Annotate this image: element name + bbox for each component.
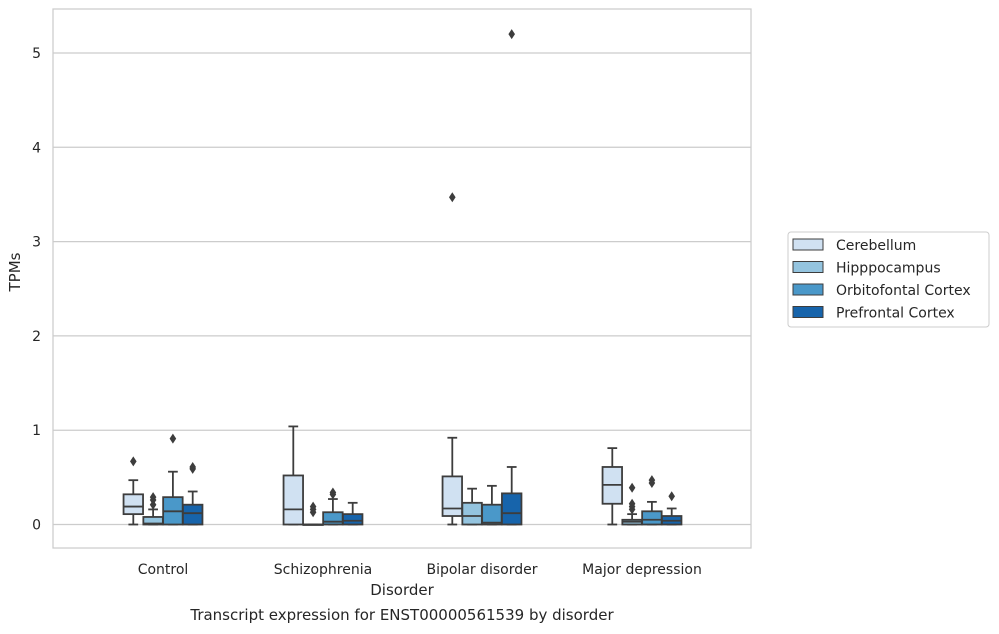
outlier-point: [130, 456, 137, 467]
x-tick-label: Control: [138, 562, 189, 578]
plot-area-frame: [52, 8, 752, 549]
legend-frame: [787, 231, 990, 328]
outlier-point: [169, 433, 177, 444]
box-group: [461, 487, 483, 526]
outlier-point: [628, 482, 636, 493]
outlier-point: [668, 491, 675, 502]
outlier-point: [648, 475, 656, 486]
legend-item: Prefrontal Cortex: [792, 306, 955, 322]
box-plots: [122, 29, 683, 526]
legend-swatch: [792, 306, 824, 318]
y-axis-label: TPMs: [6, 252, 24, 292]
chart-caption: Transcript expression for ENST0000056153…: [190, 606, 614, 624]
legend-label: Hipppocampus: [836, 261, 941, 277]
legend-swatch: [792, 283, 824, 296]
box: [481, 503, 503, 526]
y-tick-labels: 0 1 2 3 4 5: [32, 46, 41, 534]
box-group: [282, 425, 304, 526]
box-group: [302, 501, 324, 526]
y-tick-label: 1: [32, 423, 41, 439]
y-tick-label: 0: [32, 518, 41, 534]
box-group: [501, 29, 523, 526]
legend-label: Prefrontal Cortex: [836, 306, 955, 322]
outlier-point: [628, 498, 636, 509]
box-group: [441, 192, 463, 526]
box: [182, 503, 204, 526]
box: [441, 475, 463, 517]
y-tick-label: 5: [32, 46, 41, 62]
box: [282, 474, 304, 526]
box: [501, 492, 523, 526]
box-group: [142, 492, 164, 526]
box: [461, 501, 483, 526]
box-group: [641, 475, 663, 526]
box-group: [621, 482, 643, 526]
legend-swatch: [792, 238, 824, 251]
box-group: [122, 456, 144, 526]
y-tick-label: 4: [32, 140, 41, 156]
box-group: [661, 491, 683, 526]
box-group: [342, 501, 364, 526]
y-tick-label: 3: [32, 235, 41, 251]
box: [122, 493, 144, 516]
outlier-point: [508, 29, 515, 40]
x-tick-labels: Control Schizophrenia Bipolar disorder Majo…: [138, 562, 702, 578]
outlier-point: [329, 487, 337, 498]
box-group: [162, 433, 184, 526]
box: [641, 510, 663, 526]
x-axis-label: Disorder: [370, 581, 434, 599]
box: [322, 511, 344, 526]
legend-item: Cerebellum: [792, 238, 916, 254]
outlier-point: [149, 492, 157, 503]
x-tick-label: Schizophrenia: [274, 562, 372, 578]
box-group: [481, 484, 503, 526]
legend-label: Orbitofontal Cortex: [836, 283, 971, 299]
legend-swatch: [792, 261, 824, 273]
x-tick-label: Major depression: [582, 562, 702, 578]
outlier-point: [309, 501, 317, 512]
box-group: [322, 487, 344, 526]
legend-item: Orbitofontal Cortex: [792, 283, 971, 299]
legend: Cerebellum Hipppocampus Orbitofontal Corte…: [787, 231, 990, 328]
legend-label: Cerebellum: [836, 238, 916, 254]
box: [342, 513, 364, 526]
outlier-point: [449, 192, 456, 203]
y-tick-label: 2: [32, 329, 41, 345]
box-group: [182, 461, 204, 526]
outlier-point: [189, 461, 196, 472]
x-tick-label: Bipolar disorder: [426, 562, 537, 578]
legend-item: Hipppocampus: [792, 261, 941, 277]
box-group: [601, 447, 623, 526]
grid-lines: [53, 52, 751, 526]
